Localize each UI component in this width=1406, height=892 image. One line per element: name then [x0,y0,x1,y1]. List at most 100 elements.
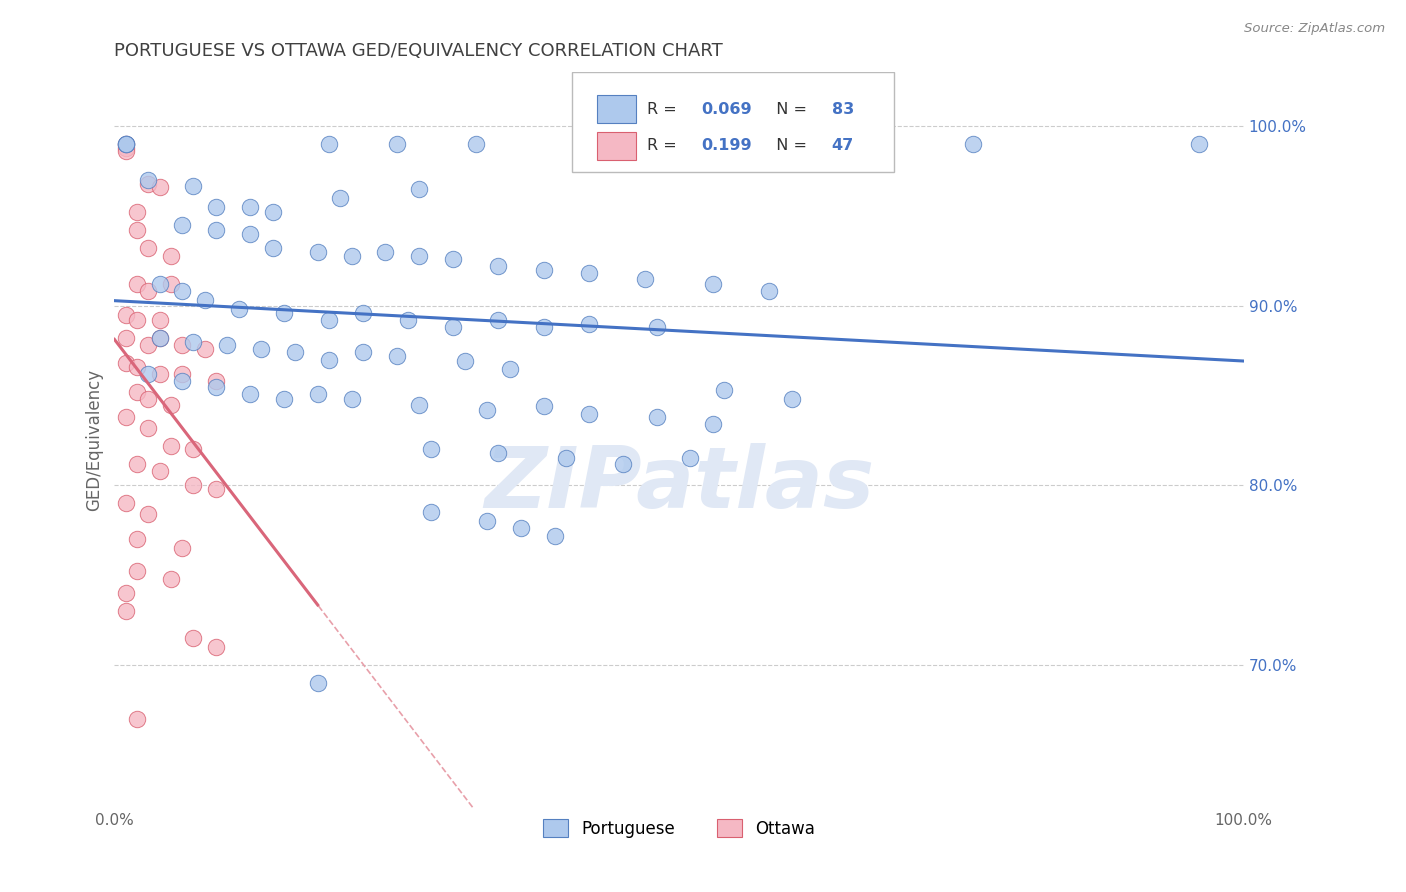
Point [307,675,329,690]
FancyBboxPatch shape [572,72,894,172]
Point [160,572,183,586]
Point [172,374,194,388]
Point [114,308,136,322]
Point [149,331,172,345]
Point [125,384,148,399]
Point [205,374,228,388]
Point [273,392,295,406]
Point [114,496,136,510]
Point [114,604,136,618]
Point [578,267,600,281]
Point [125,205,148,219]
Point [475,514,498,528]
Point [318,137,340,152]
Point [578,317,600,331]
Point [679,451,702,466]
Text: ZIPatlas: ZIPatlas [484,443,875,526]
Point [419,505,441,519]
Text: Source: ZipAtlas.com: Source: ZipAtlas.com [1244,22,1385,36]
Point [780,392,803,406]
Point [172,367,194,381]
Point [205,379,228,393]
Point [160,398,183,412]
Text: 83: 83 [831,102,853,117]
Point [149,277,172,292]
Point [758,285,780,299]
Point [555,451,578,466]
Point [250,342,273,356]
Point [136,241,159,255]
Point [183,631,205,645]
Point [702,417,724,432]
Point [160,439,183,453]
Point [183,178,205,193]
Point [262,241,284,255]
FancyBboxPatch shape [596,95,636,123]
Point [172,338,194,352]
Point [149,180,172,194]
Point [385,137,408,152]
Point [352,306,374,320]
Point [578,407,600,421]
Point [125,277,148,292]
Point [194,342,217,356]
Point [284,345,307,359]
Point [114,141,136,155]
Point [149,464,172,478]
Point [228,302,250,317]
Point [205,640,228,654]
Point [136,367,159,381]
Point [172,218,194,232]
Point [612,457,634,471]
Text: 0.069: 0.069 [702,102,752,117]
Point [262,205,284,219]
Point [194,293,217,308]
Point [329,191,352,205]
Point [352,345,374,359]
Point [510,521,533,535]
Point [486,446,509,460]
Point [396,313,419,327]
Point [634,272,657,286]
Point [136,173,159,187]
Point [125,359,148,374]
Point [307,386,329,401]
Point [408,398,430,412]
Point [499,361,522,376]
Point [713,383,735,397]
Point [114,356,136,370]
Point [544,528,567,542]
Point [149,367,172,381]
Point [136,338,159,352]
Point [486,260,509,274]
Point [962,137,984,152]
Point [645,320,668,334]
Point [183,334,205,349]
Point [612,137,634,152]
Point [125,532,148,546]
Point [160,277,183,292]
Point [408,182,430,196]
Point [533,263,555,277]
Point [125,313,148,327]
Point [533,400,555,414]
Point [114,586,136,600]
Point [408,248,430,262]
Point [114,137,136,152]
Point [183,478,205,492]
Point [136,177,159,191]
Point [453,354,475,368]
Point [374,244,396,259]
Legend: Portuguese, Ottawa: Portuguese, Ottawa [537,813,821,844]
Text: PORTUGUESE VS OTTAWA GED/EQUIVALENCY CORRELATION CHART: PORTUGUESE VS OTTAWA GED/EQUIVALENCY COR… [114,42,723,60]
Point [125,457,148,471]
Point [702,277,724,292]
Point [645,410,668,425]
Point [114,331,136,345]
Point [125,223,148,237]
Point [307,244,329,259]
Point [239,227,262,241]
Point [385,349,408,363]
Point [114,137,136,152]
Text: R =: R = [648,102,682,117]
